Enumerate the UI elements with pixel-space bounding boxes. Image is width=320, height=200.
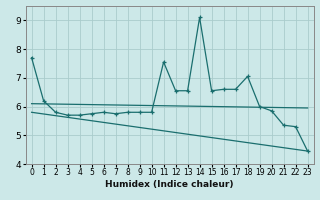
X-axis label: Humidex (Indice chaleur): Humidex (Indice chaleur)	[105, 180, 234, 189]
